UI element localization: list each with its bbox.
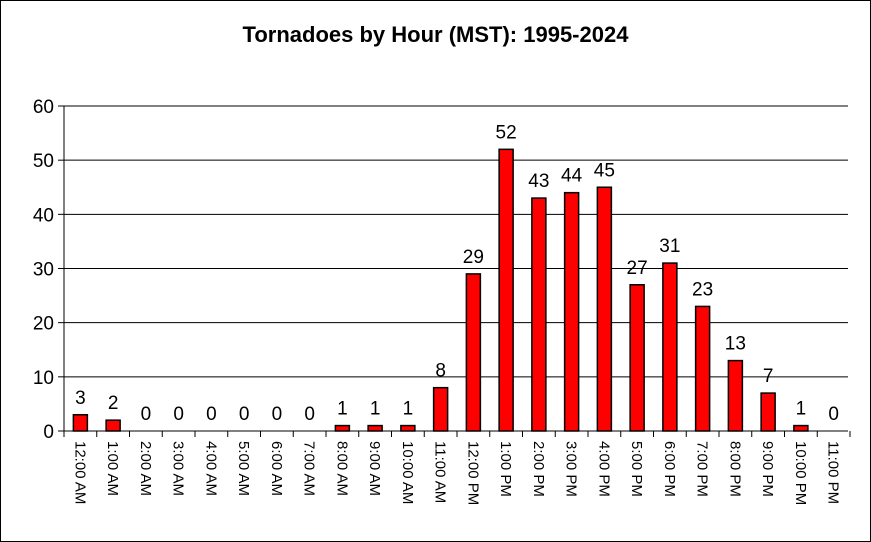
x-tick-label: 1:00 PM: [497, 441, 514, 497]
x-tick-label: 12:00 AM: [71, 441, 88, 504]
x-tick-label: 8:00 AM: [333, 441, 350, 496]
x-tick-label: 4:00 PM: [595, 441, 612, 497]
bar: [694, 305, 711, 432]
x-tick-label: 7:00 PM: [694, 441, 711, 497]
x-tick-label: 5:00 AM: [235, 441, 252, 496]
data-label: 29: [463, 247, 484, 268]
bar: [334, 424, 351, 432]
x-tick-label: 12:00 PM: [464, 441, 481, 505]
x-tick-label: 11:00 AM: [432, 441, 449, 503]
x-tick-label: 3:00 PM: [563, 441, 580, 497]
bar: [629, 284, 645, 432]
y-tick-label: 40: [33, 205, 54, 226]
data-label: 1: [370, 399, 381, 420]
data-label: 43: [528, 171, 549, 192]
y-tick-label: 50: [33, 151, 54, 172]
data-label: 1: [796, 399, 807, 420]
data-label: 3: [75, 388, 86, 409]
bar: [531, 197, 547, 432]
x-tick-label: 4:00 AM: [202, 441, 219, 496]
data-label: 0: [304, 404, 315, 425]
y-tick-label: 60: [33, 97, 54, 118]
y-tick-label: 20: [33, 314, 54, 335]
bar: [400, 424, 416, 432]
x-tick-label: 6:00 AM: [268, 441, 285, 496]
data-label: 0: [828, 404, 839, 425]
bar: [498, 148, 514, 432]
bar: [432, 386, 449, 432]
x-tick-label: 10:00 AM: [399, 441, 416, 504]
data-label: 52: [496, 122, 517, 143]
data-label: 0: [272, 404, 283, 425]
x-tick-label: 1:00 AM: [104, 441, 121, 496]
bar: [465, 273, 482, 432]
y-tick-label: 10: [33, 368, 54, 389]
y-tick-label: 30: [33, 260, 54, 281]
x-tick-label: 2:00 AM: [137, 441, 154, 496]
y-tick-label: 0: [43, 422, 54, 443]
data-label: 44: [561, 166, 583, 187]
data-label: 1: [403, 399, 414, 420]
data-label: 23: [692, 279, 713, 300]
bar: [793, 424, 809, 432]
x-tick-label: 8:00 PM: [726, 441, 743, 497]
x-tick-label: 5:00 PM: [628, 441, 645, 497]
data-label: 31: [659, 236, 680, 257]
data-label: 27: [627, 258, 648, 279]
bar: [72, 414, 89, 432]
data-label: 2: [108, 393, 119, 414]
bar: [563, 191, 580, 432]
data-label: 8: [435, 361, 446, 382]
chart-title: Tornadoes by Hour (MST): 1995-2024: [242, 22, 629, 47]
data-label: 0: [173, 404, 184, 425]
x-tick-label: 2:00 PM: [530, 441, 547, 497]
x-tick-label: 10:00 PM: [792, 441, 809, 505]
bar: [727, 359, 744, 432]
data-label: 1: [337, 399, 348, 420]
data-label: 45: [594, 160, 615, 181]
bar: [662, 262, 678, 432]
data-label: 0: [206, 404, 217, 425]
bar: [367, 424, 383, 432]
data-label: 13: [725, 334, 746, 355]
data-label: 0: [239, 404, 250, 425]
x-tick-label: 6:00 PM: [661, 441, 678, 497]
data-label: 0: [141, 404, 152, 425]
bar: [105, 419, 121, 432]
x-tick-label: 9:00 AM: [366, 441, 383, 496]
data-label: 7: [763, 366, 774, 387]
bar: [760, 392, 776, 432]
bar: [596, 186, 613, 432]
x-tick-label: 11:00 PM: [825, 441, 842, 504]
x-tick-label: 9:00 PM: [759, 441, 776, 497]
x-tick-label: 7:00 AM: [301, 441, 318, 496]
x-tick-label: 3:00 AM: [170, 441, 187, 496]
